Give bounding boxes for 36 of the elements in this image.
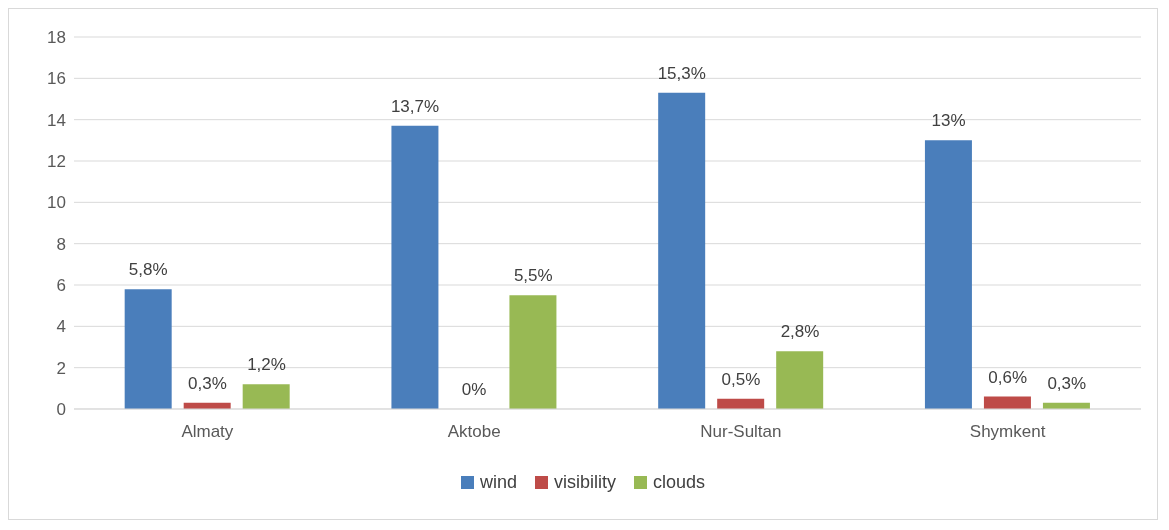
x-tick-label: Nur-Sultan — [700, 422, 782, 442]
legend-label: wind — [479, 472, 517, 493]
bar — [242, 384, 290, 409]
x-tick-label: Aktobe — [447, 422, 501, 442]
bar — [124, 289, 172, 409]
data-label: 2,8% — [780, 322, 820, 342]
y-tick-label: 6 — [56, 276, 66, 296]
bar — [776, 351, 824, 409]
data-label: 0,3% — [188, 373, 227, 393]
bar — [509, 295, 557, 409]
legend-label: visibility — [553, 472, 616, 493]
y-tick-label: 0 — [56, 400, 66, 420]
x-tick-label: Almaty — [181, 422, 234, 442]
legend-label: clouds — [653, 472, 706, 493]
data-label: 0,5% — [721, 369, 761, 389]
data-label: 5,5% — [513, 266, 553, 286]
y-tick-label: 12 — [47, 152, 66, 172]
y-tick-label: 2 — [56, 358, 66, 378]
y-tick-label: 4 — [56, 317, 66, 337]
data-label: 5,8% — [128, 260, 168, 280]
data-label: 0,6% — [988, 367, 1027, 387]
bar — [391, 125, 439, 409]
y-tick-label: 18 — [47, 28, 66, 48]
data-label: 1,2% — [247, 355, 286, 375]
bar — [658, 92, 706, 409]
y-tick-label: 16 — [47, 69, 66, 89]
data-label: 0,3% — [1047, 373, 1087, 393]
data-label: 13% — [931, 111, 966, 131]
x-tick-label: Shymkent — [969, 422, 1046, 442]
y-tick-label: 8 — [56, 234, 66, 254]
bar — [924, 140, 972, 409]
data-label: 15,3% — [657, 63, 706, 83]
data-label: 13,7% — [390, 96, 440, 116]
y-tick-label: 10 — [47, 193, 66, 213]
data-label: 0% — [461, 380, 487, 399]
y-tick-label: 14 — [47, 110, 66, 130]
